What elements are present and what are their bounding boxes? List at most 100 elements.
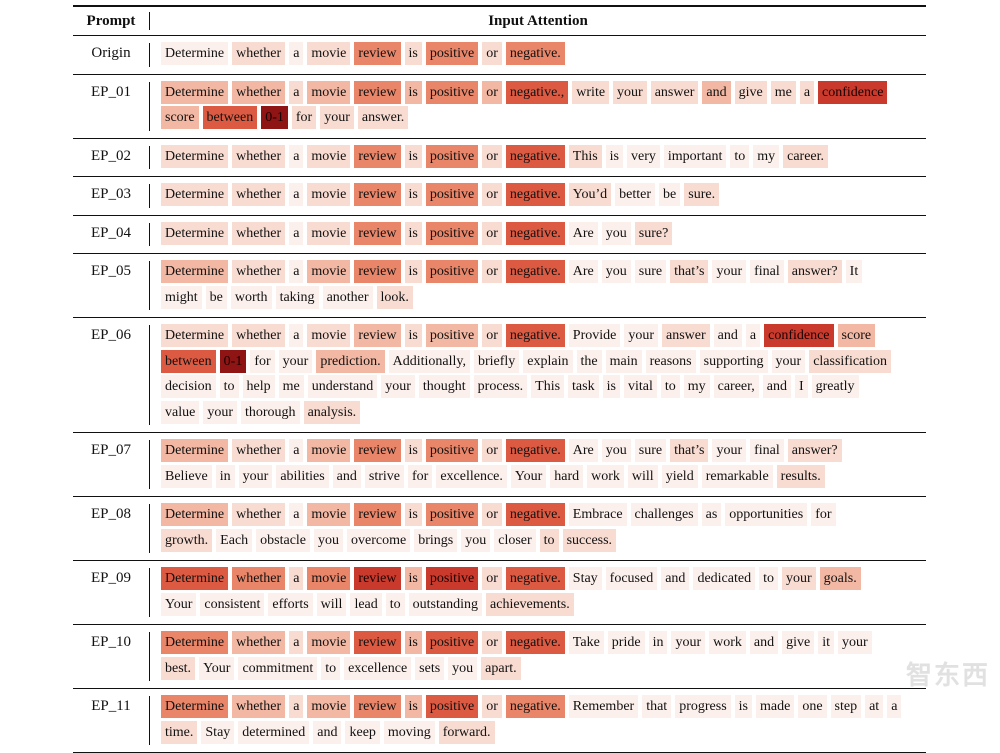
text-line: might be worth taking another look.: [161, 285, 926, 311]
attention-token: review: [354, 221, 401, 245]
text-line: between 0-1 for your prediction. Additionally…: [161, 349, 926, 375]
attention-token: answer: [662, 324, 710, 348]
attention-text: Determine whether a movie review is positive or…: [149, 433, 926, 496]
table-row: EP_05 Determine whether a movie review is posit…: [73, 254, 926, 318]
attention-token: negative.: [505, 631, 565, 655]
attention-token: greatly: [811, 375, 859, 399]
attention-token: Embrace: [568, 503, 627, 527]
attention-token: negative.: [505, 567, 565, 591]
attention-token: or: [482, 183, 502, 207]
attention-token: negative.: [505, 324, 565, 348]
attention-token: or: [482, 439, 502, 463]
attention-token: This: [531, 375, 565, 399]
attention-token: the: [576, 349, 602, 373]
attention-token: apart.: [481, 656, 521, 680]
attention-token: my: [753, 144, 780, 168]
attention-token: help: [242, 375, 275, 399]
attention-token: sure: [634, 260, 667, 284]
text-line: value your thorough analysis.: [161, 400, 926, 426]
attention-token: work: [587, 464, 624, 488]
attention-token: negative.: [505, 439, 565, 463]
attention-token: is: [734, 695, 752, 719]
attention-token: commitment: [238, 656, 318, 680]
attention-token: growth.: [161, 528, 213, 552]
prompt-label: EP_05: [90, 263, 131, 279]
attention-token: Determine: [161, 183, 229, 207]
attention-token: give: [734, 80, 767, 104]
attention-token: will: [316, 592, 347, 616]
text-line: Determine whether a movie review is positive or…: [161, 502, 926, 528]
prompt-label: EP_11: [91, 698, 131, 714]
attention-token: final: [750, 260, 784, 284]
attention-token: task: [568, 375, 599, 399]
attention-token: sure: [634, 439, 667, 463]
attention-token: positive: [425, 144, 479, 168]
attention-token: a: [745, 324, 761, 348]
attention-token: confidence: [818, 80, 888, 104]
attention-token: your: [203, 400, 237, 424]
prompt-label: EP_06: [90, 327, 131, 343]
attention-token: Your: [199, 656, 235, 680]
attention-token: and: [332, 464, 361, 488]
attention-token: worth: [230, 285, 272, 309]
attention-text: Determine whether a movie review is positive or…: [149, 75, 926, 138]
attention-token: Are: [568, 221, 598, 245]
text-line: Determine whether a movie review is positive or…: [161, 41, 926, 67]
prompt-label: EP_07: [90, 442, 131, 458]
attention-token: review: [354, 631, 401, 655]
attention-token: review: [354, 503, 401, 527]
attention-token: a: [887, 695, 902, 719]
attention-token: explain: [523, 349, 573, 373]
attention-token: to: [321, 656, 341, 680]
attention-token: negative.: [505, 42, 565, 66]
attention-token: and: [702, 80, 731, 104]
attention-token: a: [289, 631, 304, 655]
attention-token: overcome: [347, 528, 411, 552]
attention-token: score: [837, 324, 876, 348]
attention-token: is: [404, 42, 422, 66]
table-row: EP_01 Determine whether a movie review is posit…: [73, 75, 926, 139]
attention-token: whether: [232, 439, 286, 463]
attention-token: reasons: [645, 349, 696, 373]
attention-token: success.: [562, 528, 617, 552]
attention-token: career,: [713, 375, 759, 399]
attention-token: or: [482, 631, 502, 655]
attention-token: you: [601, 221, 631, 245]
text-line: decision to help me understand your thought pro…: [161, 374, 926, 400]
attention-token: review: [354, 324, 401, 348]
attention-token: your: [771, 349, 806, 373]
attention-token: you: [601, 439, 631, 463]
attention-token: negative.: [505, 260, 565, 284]
attention-token: to: [730, 144, 750, 168]
attention-token: value: [161, 400, 200, 424]
attention-token: between: [202, 106, 258, 130]
attention-token: positive: [425, 439, 479, 463]
attention-token: sets: [415, 656, 445, 680]
attention-token: and: [713, 324, 742, 348]
attention-token: movie: [307, 144, 351, 168]
attention-token: a: [289, 42, 304, 66]
attention-token: in: [648, 631, 668, 655]
attention-token: a: [289, 144, 304, 168]
text-line: Believe in your abilities and strive for excell…: [161, 464, 926, 490]
attention-token: score: [161, 106, 199, 130]
attention-token: movie: [307, 439, 351, 463]
attention-token: is: [404, 503, 422, 527]
attention-token: negative.: [505, 503, 565, 527]
attention-token: one: [798, 695, 827, 719]
attention-token: yield: [661, 464, 698, 488]
attention-token: You’d: [568, 183, 612, 207]
attention-token: Determine: [161, 567, 229, 591]
text-line: Determine whether a movie review is positive or…: [161, 80, 926, 106]
attention-token: understand: [307, 375, 378, 399]
attention-token: movie: [307, 183, 351, 207]
attention-token: movie: [307, 260, 351, 284]
attention-token: might: [161, 285, 202, 309]
attention-token: movie: [307, 695, 351, 719]
attention-token: your: [624, 324, 659, 348]
attention-token: outstanding: [408, 592, 483, 616]
attention-token: This: [568, 144, 602, 168]
attention-text: Determine whether a movie review is positive or…: [149, 497, 926, 560]
attention-token: positive: [425, 631, 479, 655]
attention-token: taking: [275, 285, 319, 309]
